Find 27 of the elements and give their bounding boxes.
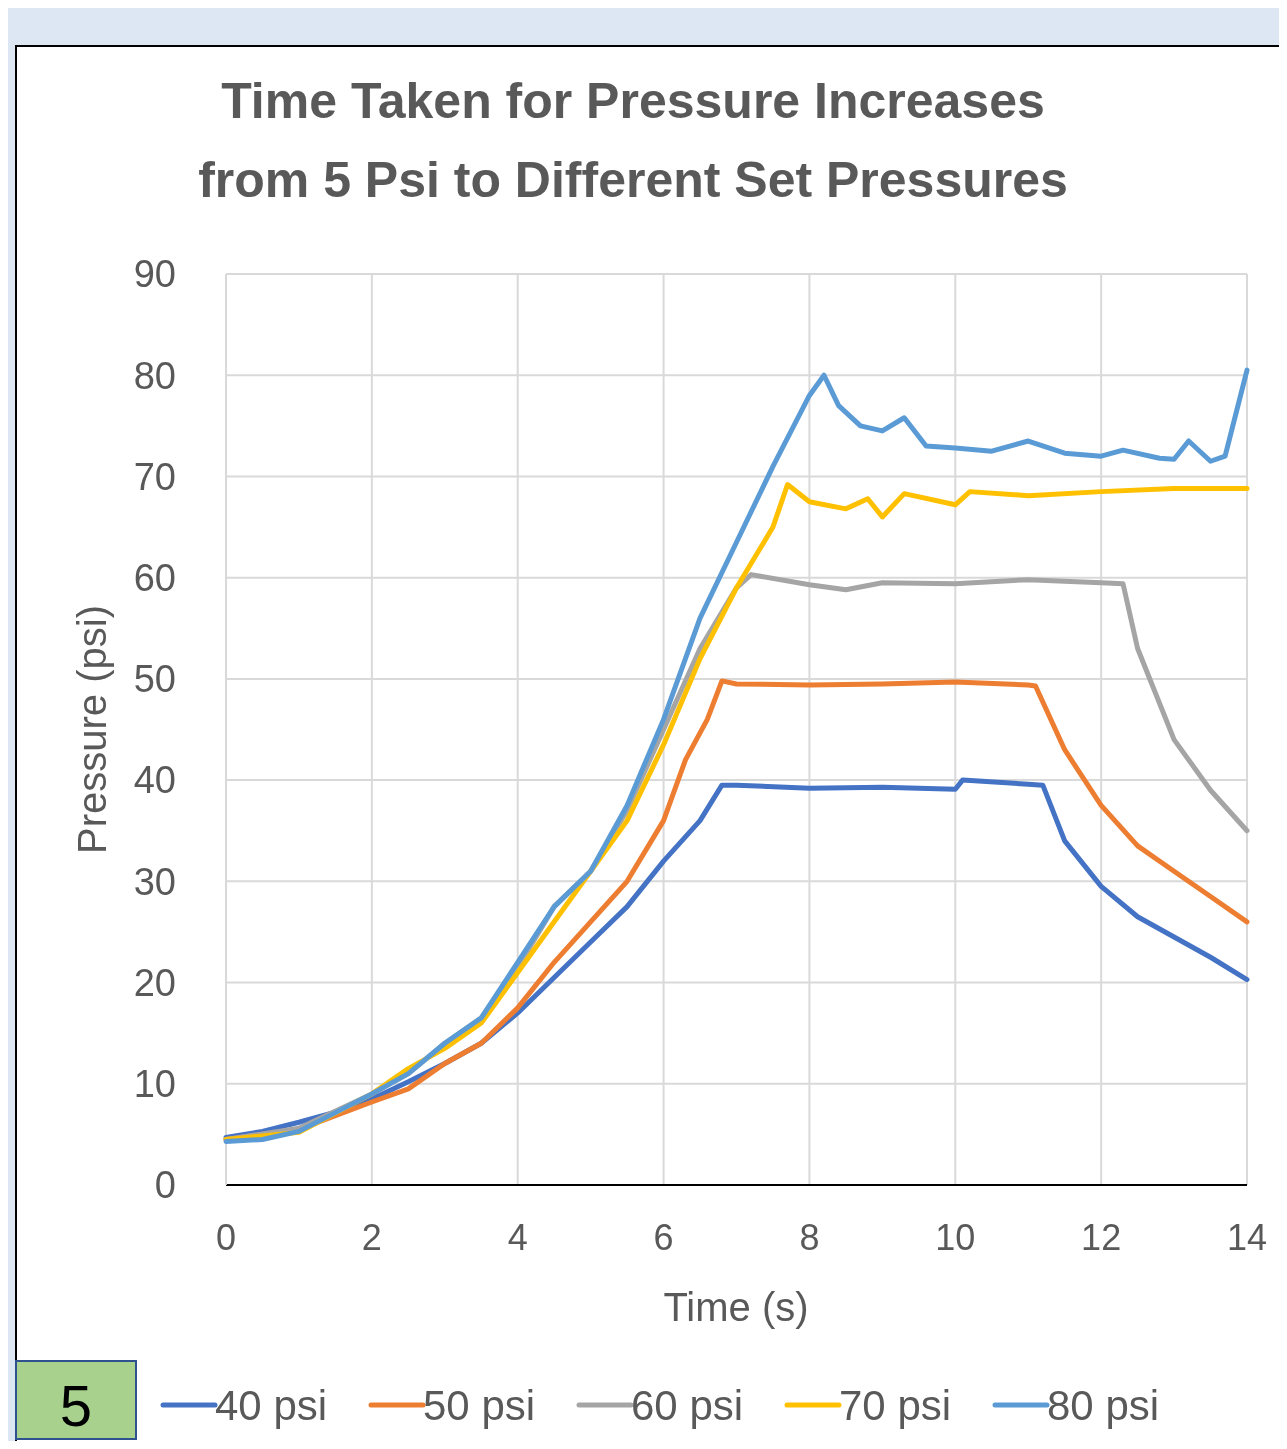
- y-tick-label: 70: [133, 455, 176, 498]
- y-tick-label: 20: [133, 961, 176, 1004]
- x-axis-title: Time (s): [663, 1285, 809, 1329]
- legend-label: 40 psi: [215, 1381, 328, 1429]
- x-tick-label: 2: [361, 1217, 382, 1258]
- x-tick-label: 0: [215, 1217, 237, 1258]
- legend-label: 80 psi: [1047, 1381, 1160, 1429]
- y-tick-label: 80: [133, 354, 176, 397]
- y-tick-label: 10: [133, 1063, 176, 1106]
- y-tick-label: 50: [133, 658, 176, 701]
- x-tick-label: 6: [653, 1217, 674, 1258]
- y-tick-label: 0: [154, 1164, 176, 1207]
- y-axis-title: Pressure (psi): [70, 605, 114, 854]
- x-tick-label: 14: [1226, 1217, 1268, 1258]
- y-tick-label: 40: [133, 759, 176, 802]
- legend-label: 70 psi: [839, 1381, 952, 1429]
- y-tick-label: 90: [133, 253, 176, 296]
- text: 5: [59, 1373, 93, 1438]
- chart-title: Time Taken for Pressure Increases from 5 Psi to Different Set Pressures: [198, 73, 1068, 208]
- x-tick-label: 10: [935, 1217, 976, 1258]
- x-tick-label: 8: [799, 1217, 820, 1258]
- legend-label: 60 psi: [631, 1381, 744, 1429]
- y-tick-label: 60: [133, 556, 176, 599]
- x-tick-label: 4: [507, 1217, 528, 1258]
- y-tick-label: 30: [133, 860, 176, 903]
- legend-label: 50 psi: [423, 1381, 536, 1429]
- x-tick-label: 12: [1081, 1217, 1122, 1258]
